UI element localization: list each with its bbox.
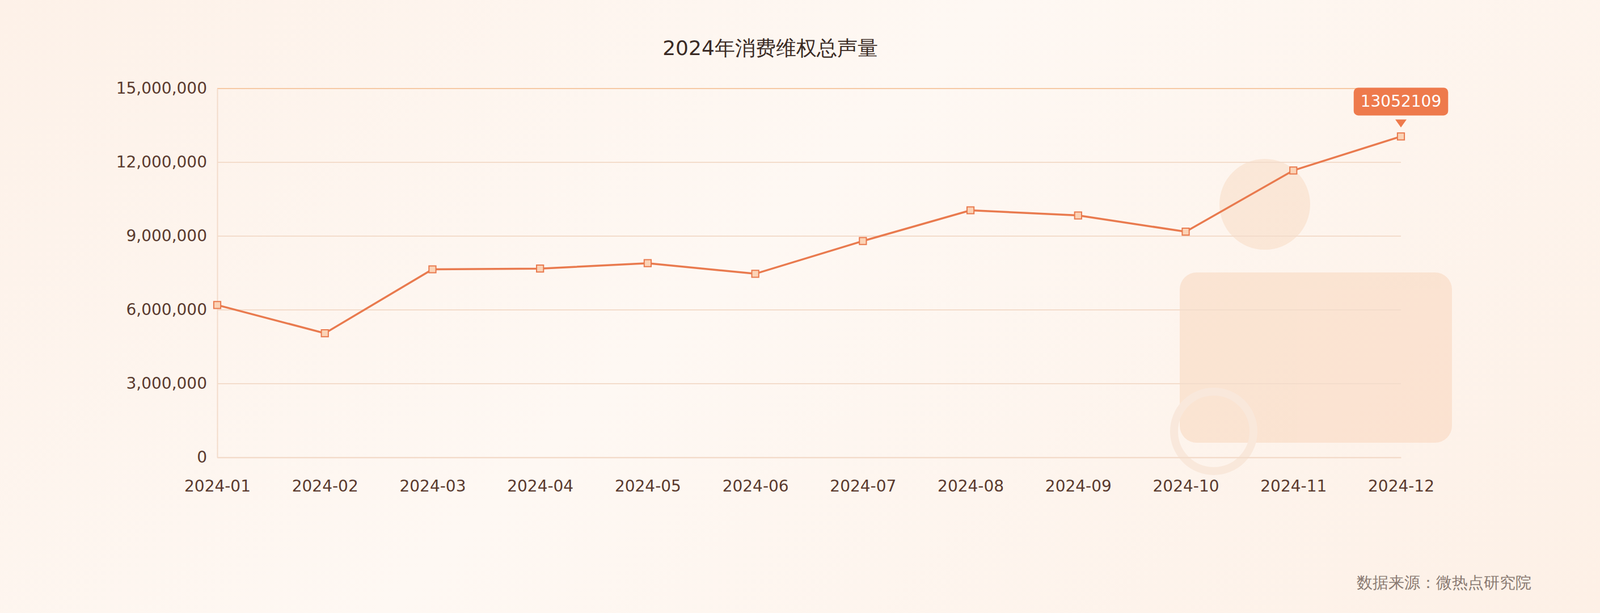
y-tick: 9,000,000 — [125, 226, 218, 246]
decor-lens — [1174, 391, 1254, 471]
source: 数据来源：微热点研究院 — [1356, 572, 1532, 592]
grid-line — [217, 161, 1401, 163]
y-tick: 0 — [196, 447, 218, 467]
marker — [1397, 132, 1405, 140]
x-tick: 2024-01 — [184, 457, 251, 496]
x-tick: 2024-10 — [1153, 457, 1220, 496]
marker — [1181, 228, 1189, 235]
marker — [859, 237, 867, 245]
x-tick: 2024-04 — [507, 457, 574, 496]
x-tick: 2024-06 — [722, 457, 789, 496]
grid-line — [217, 87, 1401, 90]
chart: 0 3,000,000 6,000,000 9,000,000 12,000,000 15… — [0, 0, 1600, 613]
x-tick: 2024-12 — [1368, 457, 1435, 496]
plot-area — [213, 132, 1405, 337]
grid-line — [217, 309, 1401, 311]
decor-folder — [1179, 272, 1452, 443]
x-tick-label: 2024-07 — [829, 476, 897, 496]
grid — [217, 88, 1401, 458]
label-pointer — [1395, 119, 1407, 128]
markers — [213, 132, 1405, 337]
y-tick-label: 15,000,000 — [116, 78, 208, 98]
y-axis: 0 3,000,000 6,000,000 9,000,000 12,000,000 15… — [116, 78, 218, 467]
x-tick: 2024-03 — [399, 457, 466, 496]
grid-line — [217, 235, 1401, 237]
marker — [213, 301, 221, 308]
x-tick-label: 2024-04 — [507, 476, 574, 496]
label-box — [1353, 87, 1449, 116]
x-tick: 2024-11 — [1260, 457, 1327, 496]
x-axis-line — [217, 457, 1402, 459]
line — [217, 136, 1401, 333]
x-tick: 2024-07 — [829, 457, 897, 496]
x-tick: 2024-05 — [614, 457, 682, 496]
x-tick-label: 2024-11 — [1260, 476, 1327, 496]
marker — [321, 329, 329, 337]
marker — [752, 269, 759, 277]
y-tick-label: 12,000,000 — [116, 152, 208, 172]
x-tick: 2024-02 — [292, 457, 359, 496]
x-tick: 2024-09 — [1045, 457, 1112, 496]
data-label: 13052109 — [1360, 91, 1442, 111]
x-tick-label: 2024-05 — [614, 476, 682, 496]
y-tick-label: 6,000,000 — [125, 300, 208, 319]
y-tick: 6,000,000 — [125, 300, 218, 319]
y-tick-label: 0 — [196, 447, 208, 467]
title: 2024年消费维权总声量 — [662, 36, 878, 60]
y-tick: 12,000,000 — [116, 152, 218, 172]
grid-line — [217, 456, 1401, 458]
data-labels: 13052109 — [1353, 87, 1449, 128]
decoration — [1174, 158, 1452, 471]
x-tick-label: 2024-02 — [292, 476, 359, 496]
x-tick-label: 2024-06 — [722, 476, 789, 496]
x-tick-label: 2024-03 — [399, 476, 466, 496]
y-tick: 3,000,000 — [125, 373, 218, 393]
y-tick: 15,000,000 — [116, 78, 218, 98]
marker — [644, 259, 652, 267]
marker — [1289, 166, 1297, 174]
marker — [536, 264, 544, 272]
x-tick-label: 2024-09 — [1045, 476, 1112, 496]
x-tick: 2024-08 — [937, 457, 1004, 496]
marker — [967, 206, 974, 214]
marker — [428, 265, 436, 273]
x-tick-label: 2024-08 — [937, 476, 1004, 496]
x-tick-label: 2024-10 — [1153, 476, 1220, 496]
x-tick-label: 2024-12 — [1368, 476, 1435, 496]
x-axis: 2024-01 2024-02 2024-03 2024-04 2024-05 2024-… — [184, 457, 1435, 496]
x-tick-label: 2024-01 — [184, 476, 251, 496]
grid-line — [217, 382, 1401, 384]
y-tick-label: 3,000,000 — [125, 373, 208, 393]
y-tick-label: 9,000,000 — [125, 226, 208, 246]
data-label-bubble: 13052109 — [1353, 87, 1449, 128]
marker — [1074, 211, 1082, 219]
y-axis-line — [217, 89, 219, 458]
